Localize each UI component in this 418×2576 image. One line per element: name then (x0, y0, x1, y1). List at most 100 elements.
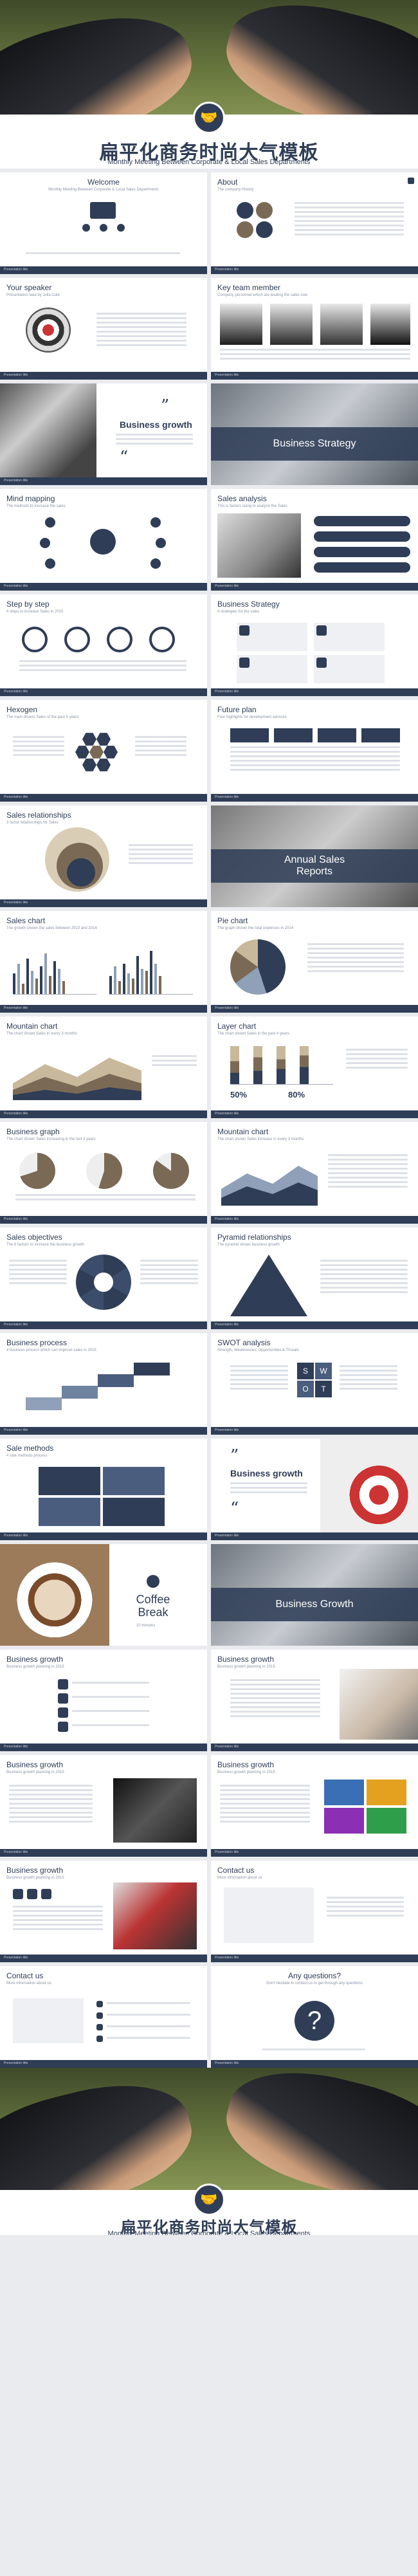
slide-footer-bar: Presentation title (211, 1216, 418, 1224)
slide-title: Sales chart (6, 916, 46, 925)
slide-footer-bar: Presentation title (0, 1427, 207, 1435)
slide-subtitle: 4 steps to increase Sales in 2015 (6, 610, 64, 614)
slide-business-growth-cover[interactable]: Business Growth (211, 1544, 418, 1646)
map[interactable] (224, 1888, 314, 1943)
bar-chart-left (13, 943, 96, 995)
web-icon (96, 2024, 103, 2030)
slide-subtitle: Business growth planning in 2015 (217, 1665, 275, 1669)
quote-title: Business growth (120, 419, 192, 430)
slide-business-growth-5[interactable]: Business growth Business growth planning… (0, 1861, 207, 1962)
body-text (13, 736, 64, 759)
team-member-photo (370, 304, 410, 345)
slide-footer-bar: Presentation title (0, 266, 207, 274)
slide-subtitle: 3 factor relationships for Sales (6, 821, 59, 825)
closing-subtitle: Monthly Meeting Between Corporate & Loca… (107, 2230, 311, 2235)
analysis-item (314, 516, 410, 526)
slide-footer-bar: Presentation title (211, 1532, 418, 1540)
slide-sales-chart[interactable]: Sales chart The growth shown the sales b… (0, 911, 207, 1013)
list-icon (58, 1693, 68, 1704)
step-circle (107, 627, 132, 652)
strategy-icon (316, 658, 327, 668)
slide-title: Mountain chart (217, 1127, 269, 1136)
slide-pyramid-relationships[interactable]: Pyramid relationships The pyramid shows … (211, 1228, 418, 1329)
slide-sales-analysis[interactable]: Sales analysis This is factors using to … (211, 489, 418, 591)
slide-subtitle: Business growth planning in 2015 (6, 1665, 64, 1669)
list-icon (58, 1679, 68, 1689)
slide-future-plan[interactable]: Future plan Four highlights for developm… (211, 700, 418, 802)
cover-slide: 🤝 扁平化商务时尚大气模板 Monthly Meeting Between Co… (0, 0, 418, 169)
slide-step-by-step[interactable]: Step by step 4 steps to increase Sales i… (0, 594, 207, 696)
person-icon (100, 224, 107, 232)
slide-business-growth-4[interactable]: Business growth Business growth planning… (211, 1755, 418, 1857)
branch-node (156, 538, 166, 548)
body-text (320, 1260, 408, 1296)
feature-icon (27, 1889, 37, 1899)
slide-footer-bar: Presentation title (0, 477, 207, 485)
center-node (90, 529, 116, 555)
slide-annual-sales-reports[interactable]: Annual Sales Reports (211, 805, 418, 907)
team-member-photo (320, 304, 363, 345)
slide-subtitle: Four highlights for development services (217, 715, 287, 719)
strategy-icon (239, 625, 250, 636)
slide-subtitle: The main drivers Sales of the past 5 yea… (6, 715, 79, 719)
slide-contact-us-1[interactable]: Contact us More information about us Pre… (211, 1861, 418, 1962)
body-text (220, 1785, 310, 1825)
strategy-icon (316, 625, 327, 636)
slide-layer-chart[interactable]: Layer chart The chart shown Sales in the… (211, 1017, 418, 1118)
area-chart (221, 1166, 318, 1206)
slide-business-growth-3[interactable]: Business growth Business growth planning… (0, 1755, 207, 1857)
slide-subtitle: Company personnel which are leading the … (217, 293, 308, 297)
body-text (9, 1785, 93, 1825)
list-icon (58, 1707, 68, 1718)
slide-business-growth-1[interactable]: Business growth Business growth planning… (0, 1650, 207, 1751)
pyramid (230, 1255, 307, 1316)
slide-pie-chart[interactable]: Pie chart The graph shown the total expe… (211, 911, 418, 1013)
slide-business-growth-darts[interactable]: ” Business growth “ Presentation title (211, 1439, 418, 1540)
slide-business-growth-2[interactable]: Business growth Business growth planning… (211, 1650, 418, 1751)
slide-subtitle: The chart shown Sales in the past 4 year… (217, 1032, 289, 1036)
slide-welcome[interactable]: Welcome Monthly Meeting Between Corporat… (0, 172, 207, 274)
person-icon (237, 202, 253, 219)
slide-any-questions[interactable]: Any questions? Don't hesitate to contact… (211, 1966, 418, 2068)
slide-sale-methods[interactable]: Sale methods 4 sale methods process Pres… (0, 1439, 207, 1540)
slide-business-strategy[interactable]: Business Strategy 4 strategies for the s… (211, 594, 418, 696)
slide-mountain-chart[interactable]: Mountain chart The chart shown Sales in … (0, 1017, 207, 1118)
slide-footer-bar: Presentation title (211, 2060, 418, 2068)
slide-business-strategy-cover[interactable]: Business Strategy (211, 383, 418, 485)
slide-sales-relationships[interactable]: Sales relationships 3 factor relationshi… (0, 805, 207, 907)
slide-subtitle: This is factors using to analyze the Sal… (217, 504, 287, 508)
body-text (230, 1365, 288, 1392)
team-member-photo (220, 304, 262, 345)
slide-footer-bar: Presentation title (0, 688, 207, 696)
wheel-center (94, 1273, 113, 1292)
slide-business-graph[interactable]: Business graph The chart shown Sales inc… (0, 1122, 207, 1224)
slide-about[interactable]: About The company History Presentation t… (211, 172, 418, 274)
slide-swot-analysis[interactable]: SWOT analysis Strength, Weaknesses, Oppo… (211, 1333, 418, 1435)
slide-mountain-chart-2[interactable]: Mountain chart The chart shown Sales inc… (211, 1122, 418, 1224)
body-text (346, 1049, 408, 1071)
body-text (26, 252, 180, 257)
map[interactable] (13, 1998, 84, 2043)
slide-hexogen[interactable]: Hexogen The main drivers Sales of the pa… (0, 700, 207, 802)
step-circle (22, 627, 48, 652)
slide-your-speaker[interactable]: Your speaker Presentation lead by Julia … (0, 278, 207, 380)
plan-header (318, 728, 356, 742)
slide-mind-mapping[interactable]: Mind mapping The methods to increase the… (0, 489, 207, 591)
quote-text (116, 434, 193, 447)
slide-coffee-break[interactable]: Coffee Break 10 minutes (0, 1544, 207, 1646)
hexagon-cell (96, 733, 111, 746)
cover-subtitle: Monthly Meeting Between Corporate & Loca… (107, 158, 311, 166)
slide-business-growth-quote[interactable]: ” Business growth “ Presentation title (0, 383, 207, 485)
slide-title: Business growth (6, 1866, 64, 1875)
section-band: Annual Sales Reports (211, 849, 418, 883)
slide-sales-objectives[interactable]: Sales objectives The 6 factors to increa… (0, 1228, 207, 1329)
slide-footer-bar: Presentation title (211, 372, 418, 380)
slide-business-process[interactable]: Business process 4 business process whic… (0, 1333, 207, 1435)
slide-title: Key team member (217, 283, 281, 292)
body-text (135, 736, 186, 759)
slide-grid: Welcome Monthly Meeting Between Corporat… (0, 169, 418, 2072)
slide-contact-us-2[interactable]: Contact us More information about us Pre… (0, 1966, 207, 2068)
slide-footer-bar: Presentation title (211, 1321, 418, 1329)
slide-footer-bar: Presentation title (0, 1005, 207, 1013)
slide-key-team-member[interactable]: Key team member Company personnel which … (211, 278, 418, 380)
